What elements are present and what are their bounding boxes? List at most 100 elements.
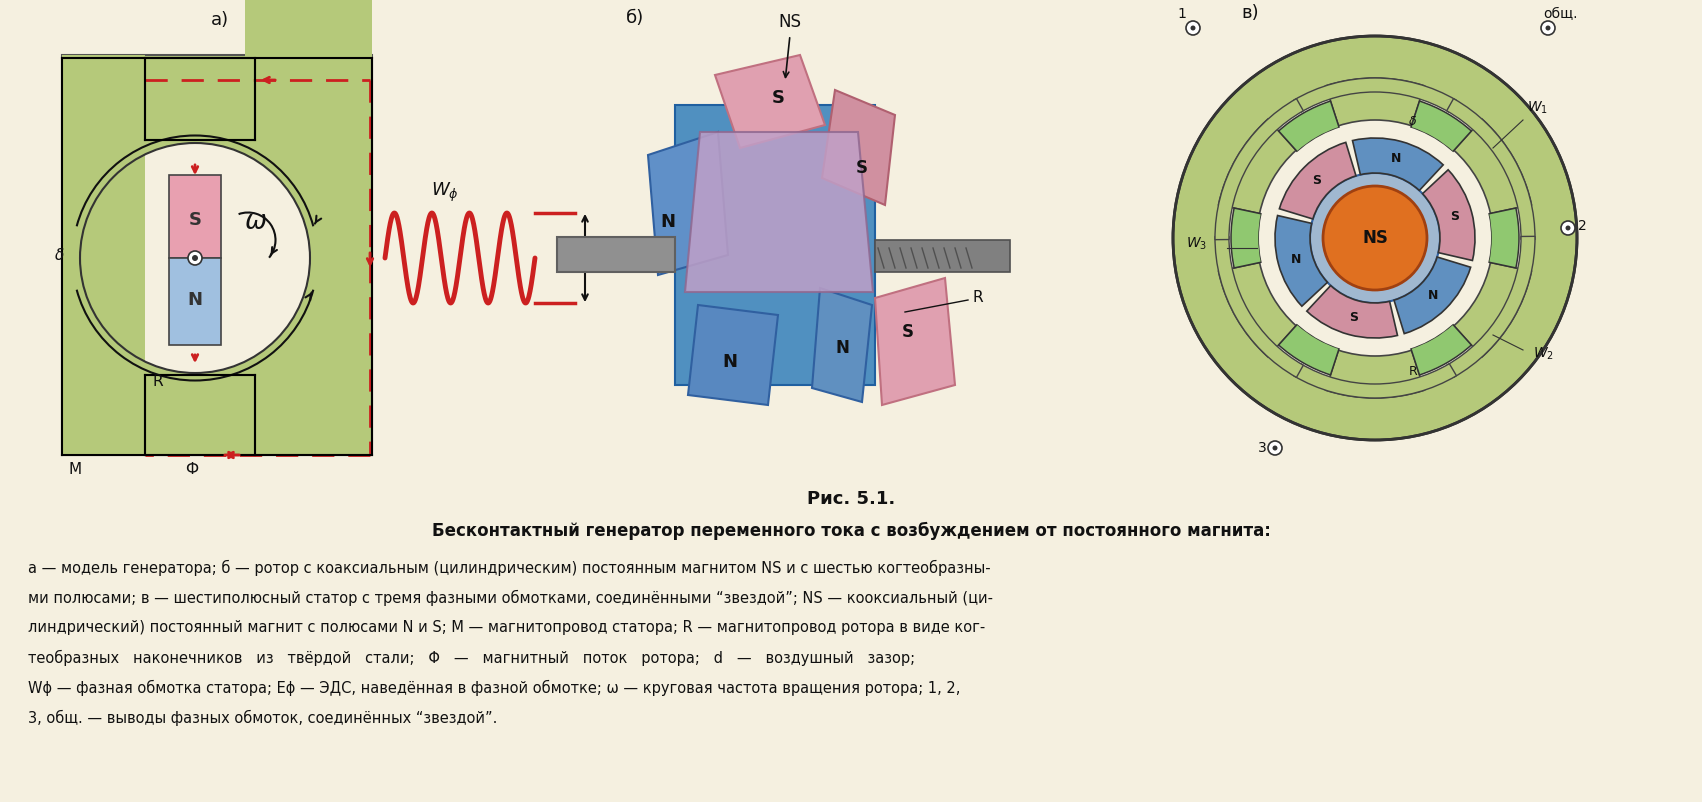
Text: теобразных   наконечников   из   твёрдой   стали;   Φ   —   магнитный   поток   : теобразных наконечников из твёрдой стали… [27,650,916,666]
Wedge shape [1326,350,1425,398]
Polygon shape [145,58,255,140]
Bar [168,258,221,345]
Polygon shape [145,375,255,455]
Text: R: R [972,290,982,306]
Text: 2: 2 [1578,219,1586,233]
Text: линдрический) постоянный магнит с полюсами N и S; М — магнитопровод статора; R —: линдрический) постоянный магнит с полюса… [27,620,985,635]
Wedge shape [1307,286,1397,338]
Bar [168,175,221,258]
Text: $\omega$: $\omega$ [243,209,267,235]
Text: N: N [187,291,203,309]
Wedge shape [1411,101,1471,152]
Text: ми полюсами; в — шестиполюсный статор с тремя фазными обмотками, соединёнными “з: ми полюсами; в — шестиполюсный статор с … [27,590,992,606]
Text: 3, общ. — выводы фазных обмоток, соединённых “звездой”.: 3, общ. — выводы фазных обмоток, соединё… [27,710,497,726]
Text: NS: NS [1362,229,1387,247]
Text: S: S [1312,173,1321,187]
Circle shape [1322,186,1426,290]
Text: δ: δ [1409,115,1416,128]
Polygon shape [676,105,875,385]
Wedge shape [1353,138,1443,190]
Bar [557,237,676,272]
Text: N: N [723,353,737,371]
Wedge shape [1454,119,1532,213]
Text: Рис. 5.1.: Рис. 5.1. [807,490,895,508]
Circle shape [1190,26,1195,30]
Wedge shape [1278,101,1339,152]
Polygon shape [875,278,955,405]
Wedge shape [1326,78,1425,126]
Text: S: S [1450,210,1459,223]
Wedge shape [1219,262,1295,357]
Wedge shape [1447,99,1535,240]
Text: S: S [771,89,785,107]
Wedge shape [1275,216,1328,306]
Wedge shape [1394,257,1471,334]
Wedge shape [1280,143,1356,219]
Wedge shape [1294,78,1457,112]
Text: N: N [660,213,676,231]
Circle shape [192,255,197,261]
Text: NS: NS [778,13,802,31]
Text: общ.: общ. [1542,7,1578,21]
Text: S: S [856,159,868,177]
Circle shape [1273,445,1278,451]
Circle shape [1217,80,1534,396]
Circle shape [1566,225,1571,230]
Text: Ф: Ф [186,462,199,477]
Text: б): б) [626,9,643,27]
Text: 3: 3 [1258,441,1266,455]
Text: $W_2$: $W_2$ [1532,346,1554,363]
Circle shape [1311,173,1440,303]
Bar [245,0,373,58]
Wedge shape [1215,99,1304,240]
Text: в): в) [1241,4,1259,22]
Circle shape [80,143,310,373]
Text: S: S [1350,310,1358,324]
Polygon shape [812,288,871,402]
Text: N: N [1428,290,1438,302]
Circle shape [1259,122,1491,354]
Bar [875,240,1009,272]
Bar [61,55,145,455]
Text: N: N [1290,253,1300,265]
Text: $E_\phi$: $E_\phi$ [589,243,611,266]
Circle shape [1545,26,1551,30]
Wedge shape [1423,170,1476,261]
Text: δ: δ [54,248,65,262]
Wedge shape [1219,119,1295,213]
Wedge shape [1447,237,1535,378]
Text: N: N [1391,152,1401,165]
Wedge shape [1489,208,1518,268]
Text: Бесконтактный генератор переменного тока с возбуждением от постоянного магнита:: Бесконтактный генератор переменного тока… [432,522,1270,541]
Text: М: М [68,462,82,477]
Polygon shape [822,90,895,205]
Text: $W_\phi$: $W_\phi$ [431,180,460,204]
Circle shape [187,251,203,265]
Text: R: R [153,375,163,390]
Circle shape [1173,36,1578,440]
Text: R: R [1409,365,1418,378]
Polygon shape [688,305,778,405]
Text: $W_3$: $W_3$ [1186,236,1207,253]
Circle shape [1268,441,1282,455]
Circle shape [1186,21,1200,35]
Wedge shape [1411,324,1471,375]
Text: N: N [836,339,849,357]
Text: S: S [189,211,201,229]
Text: а): а) [211,11,230,29]
Wedge shape [1454,262,1532,357]
Text: 1: 1 [1178,7,1186,21]
Text: Wϕ — фазная обмотка статора; Еϕ — ЭДС, наведённая в фазной обмотке; ω — круговая: Wϕ — фазная обмотка статора; Еϕ — ЭДС, н… [27,680,960,696]
Polygon shape [684,132,873,292]
Circle shape [1540,21,1556,35]
Wedge shape [1231,208,1261,268]
Text: $W_1$: $W_1$ [1527,100,1547,116]
Text: а — модель генератора; б — ротор с коаксиальным (цилиндрическим) постоянным магн: а — модель генератора; б — ротор с коакс… [27,560,991,576]
Polygon shape [715,55,825,148]
Bar [61,55,373,455]
Polygon shape [648,132,728,275]
Wedge shape [1278,324,1339,375]
Wedge shape [1215,237,1304,378]
Wedge shape [1294,363,1457,398]
Text: S: S [902,323,914,341]
